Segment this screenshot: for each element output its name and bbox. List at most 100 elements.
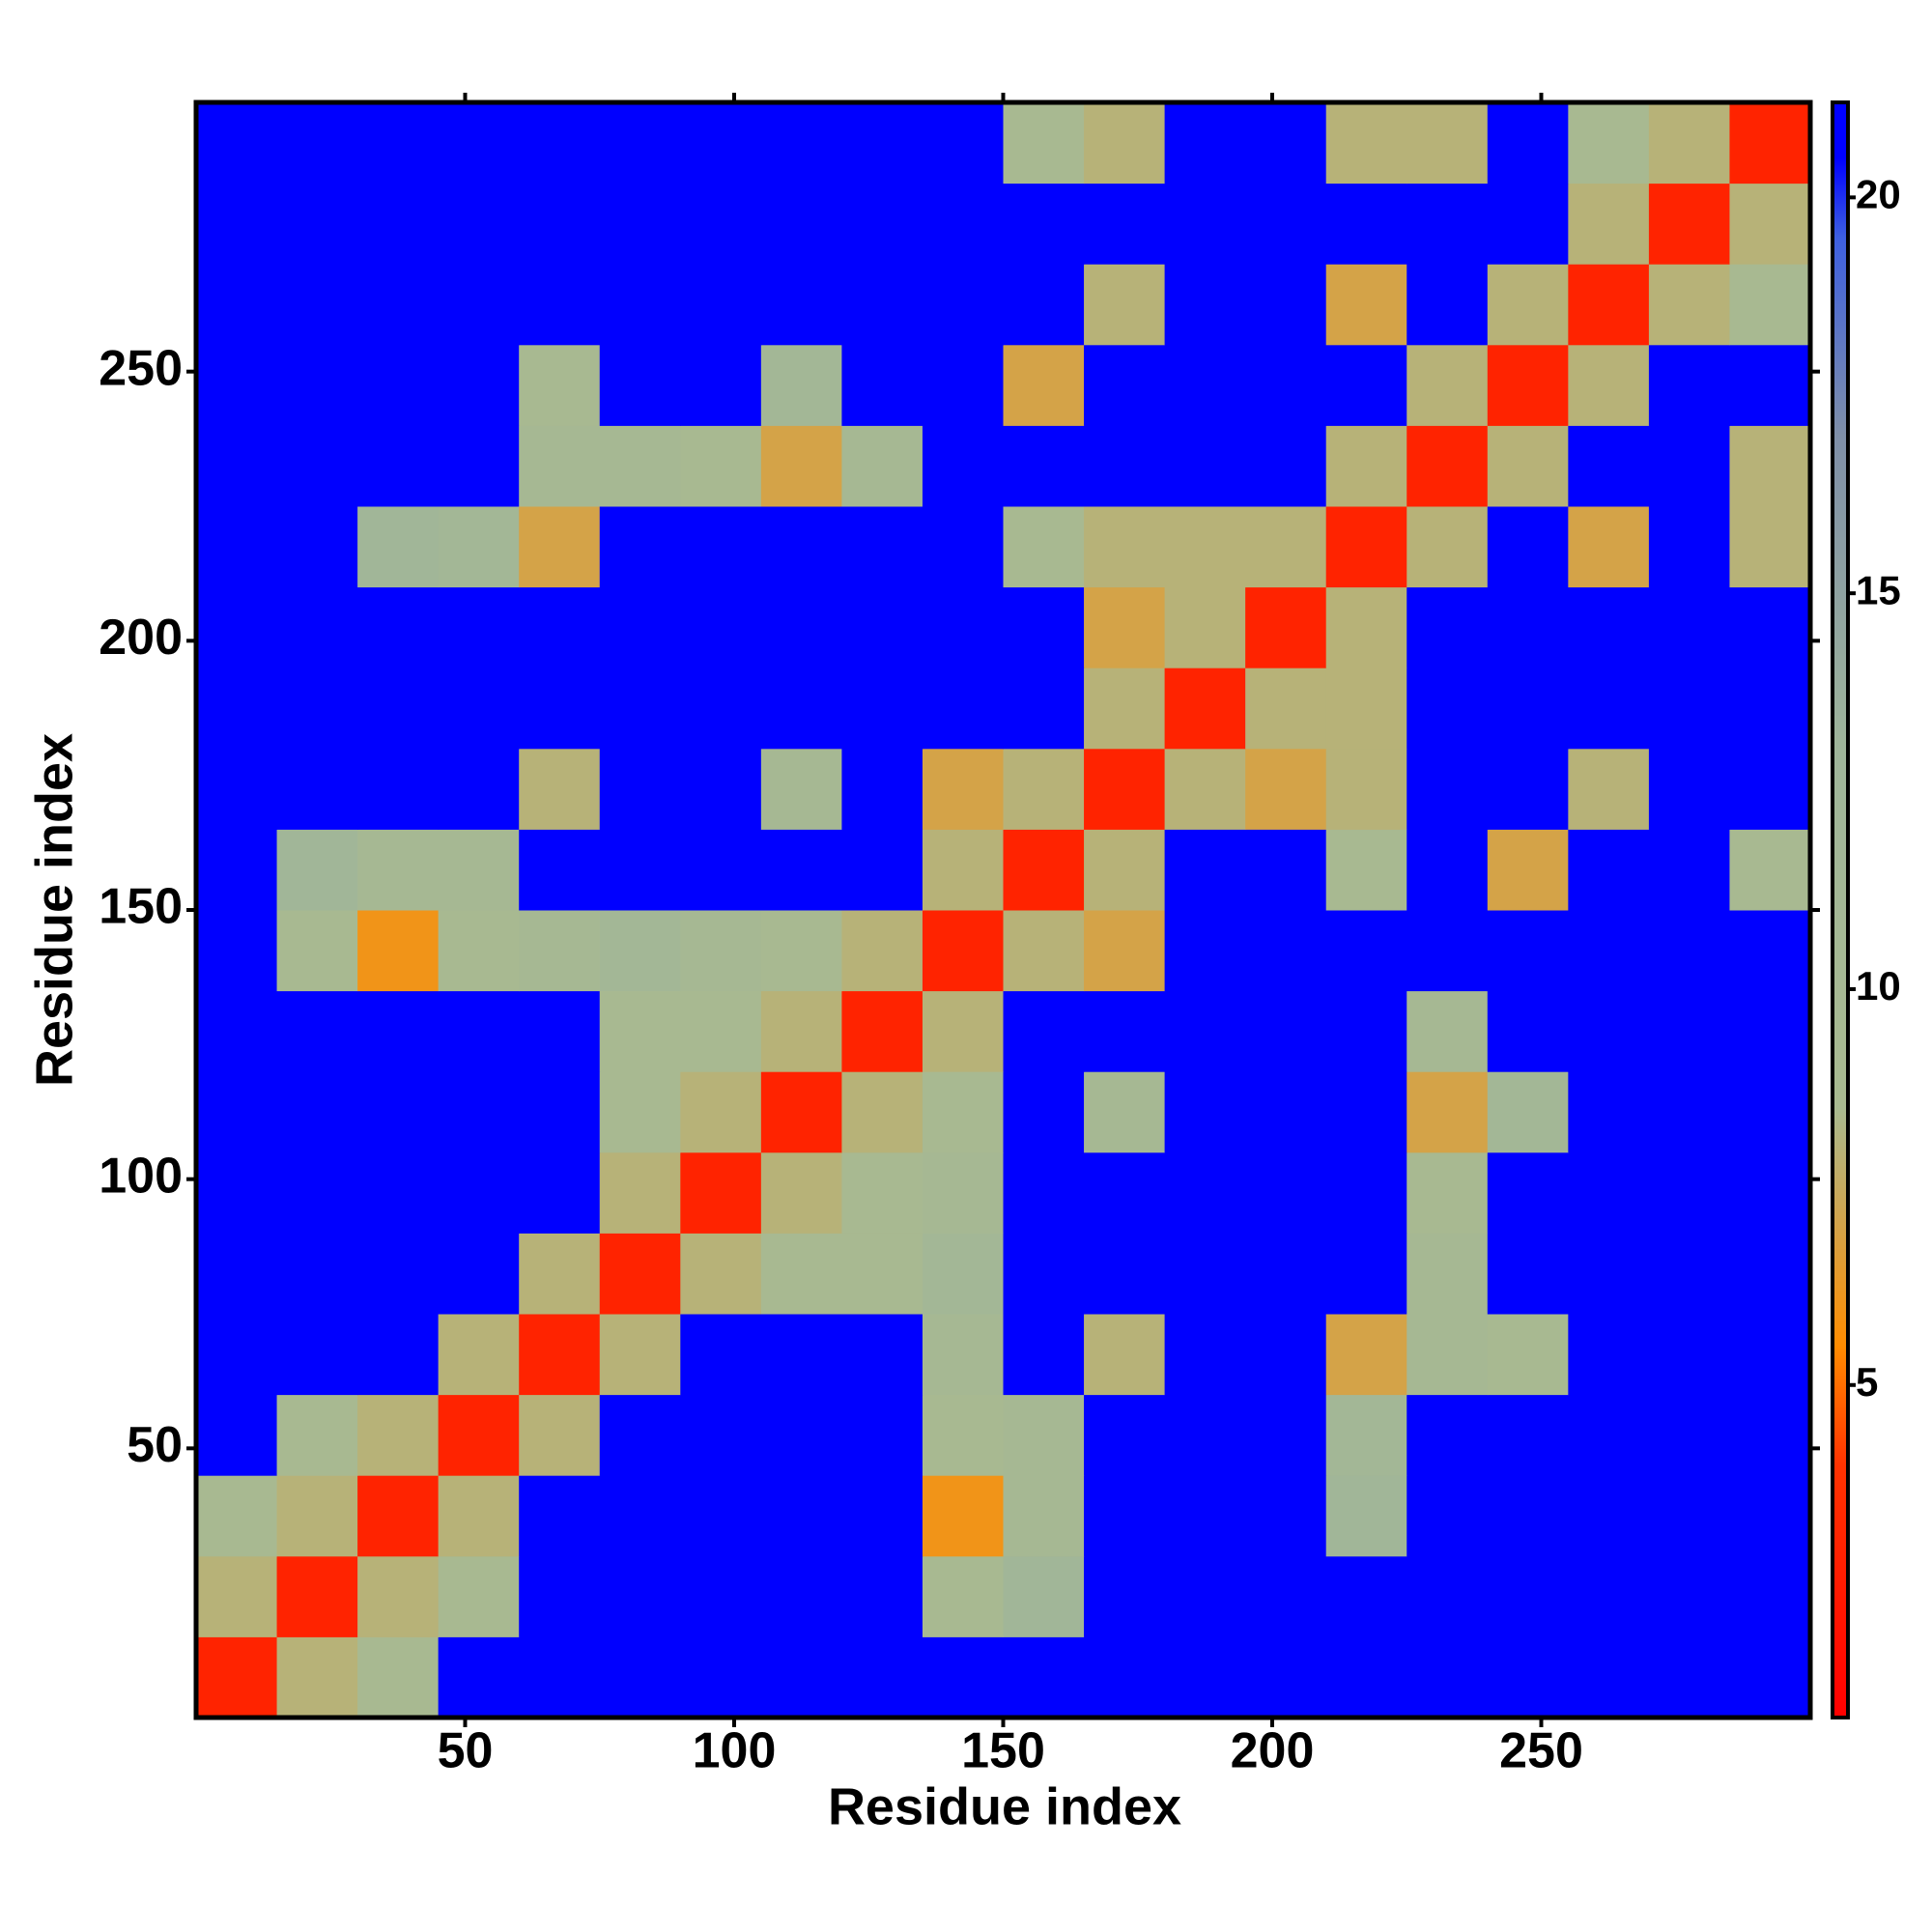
heatmap-cell bbox=[680, 425, 762, 507]
colorbar-segment bbox=[1833, 237, 1848, 436]
heatmap-cell bbox=[1487, 1394, 1569, 1476]
heatmap-cell bbox=[519, 1071, 601, 1153]
heatmap-cell bbox=[599, 183, 681, 265]
heatmap-cell bbox=[1245, 1071, 1327, 1153]
heatmap-cell bbox=[1406, 425, 1489, 507]
heatmap-cell bbox=[1568, 1233, 1650, 1315]
heatmap-cell bbox=[1245, 1314, 1327, 1396]
heatmap-cell bbox=[680, 183, 762, 265]
heatmap-cell bbox=[276, 1636, 358, 1719]
heatmap-cell bbox=[1164, 102, 1246, 185]
heatmap-cell bbox=[438, 1475, 520, 1557]
heatmap-cell bbox=[1084, 1314, 1166, 1396]
colorbar-segment bbox=[1833, 1345, 1848, 1465]
heatmap-cell bbox=[357, 586, 440, 668]
y-tick-label: 150 bbox=[99, 879, 183, 935]
heatmap-cell bbox=[1164, 748, 1246, 830]
heatmap-cell bbox=[1406, 183, 1489, 265]
heatmap-cell bbox=[196, 506, 278, 588]
heatmap-cell bbox=[1729, 1475, 1811, 1557]
heatmap-cell bbox=[760, 506, 842, 588]
heatmap-cell bbox=[599, 344, 681, 426]
heatmap-cell bbox=[922, 1394, 1004, 1476]
heatmap-cell bbox=[1164, 829, 1246, 911]
heatmap-cell bbox=[357, 829, 440, 911]
heatmap-cell bbox=[1084, 264, 1166, 346]
heatmap-cell bbox=[196, 668, 278, 750]
heatmap-cell bbox=[438, 264, 520, 346]
heatmap-cell bbox=[438, 1233, 520, 1315]
heatmap-cell bbox=[1406, 1636, 1489, 1719]
heatmap-cell bbox=[1084, 748, 1166, 830]
heatmap-cell bbox=[1729, 829, 1811, 911]
colorbar-tick-label: 20 bbox=[1856, 171, 1901, 216]
heatmap-cell bbox=[1325, 264, 1407, 346]
heatmap-cell bbox=[1568, 990, 1650, 1072]
heatmap-cell bbox=[1164, 668, 1246, 750]
heatmap-cell bbox=[1487, 748, 1569, 830]
heatmap-cell bbox=[841, 425, 923, 507]
heatmap-cell bbox=[1003, 1071, 1085, 1153]
heatmap-cell bbox=[1325, 1151, 1407, 1234]
heatmap-cell bbox=[922, 1636, 1004, 1719]
heatmap-cell bbox=[841, 586, 923, 668]
heatmap-cell bbox=[599, 1233, 681, 1315]
heatmap-cell bbox=[438, 1555, 520, 1637]
heatmap-cell bbox=[1487, 1555, 1569, 1637]
heatmap-cell bbox=[196, 748, 278, 830]
heatmap-cell bbox=[599, 668, 681, 750]
heatmap-cell bbox=[519, 990, 601, 1072]
heatmap-cell bbox=[599, 1475, 681, 1557]
x-tick-label: 250 bbox=[1499, 1723, 1583, 1779]
heatmap-cell bbox=[1729, 344, 1811, 426]
heatmap-cell bbox=[1568, 1071, 1650, 1153]
heatmap-cell bbox=[1003, 829, 1085, 911]
heatmap-cell bbox=[1325, 1233, 1407, 1315]
heatmap-cell bbox=[1003, 1636, 1085, 1719]
heatmap-cell bbox=[276, 748, 358, 830]
heatmap-cell bbox=[1325, 183, 1407, 265]
heatmap-cell bbox=[1245, 1475, 1327, 1557]
heatmap-cell bbox=[1406, 102, 1489, 185]
heatmap-cell bbox=[438, 829, 520, 911]
heatmap-cell bbox=[1325, 910, 1407, 992]
heatmap-cell bbox=[1406, 990, 1489, 1072]
heatmap-cell bbox=[1648, 506, 1730, 588]
heatmap-cell bbox=[1245, 1151, 1327, 1234]
heatmap-cell bbox=[599, 1314, 681, 1396]
heatmap-cell bbox=[599, 1636, 681, 1719]
heatmap-cell bbox=[1084, 344, 1166, 426]
heatmap-cell bbox=[1648, 183, 1730, 265]
heatmap-cell bbox=[276, 829, 358, 911]
heatmap-cell bbox=[1568, 183, 1650, 265]
heatmap-cell bbox=[1406, 910, 1489, 992]
heatmap-cell bbox=[1084, 506, 1166, 588]
heatmap-cell bbox=[1729, 425, 1811, 507]
heatmap-cell bbox=[1003, 425, 1085, 507]
heatmap-cell bbox=[1648, 1071, 1730, 1153]
heatmap-cell bbox=[1729, 1151, 1811, 1234]
heatmap-cell bbox=[1406, 1233, 1489, 1315]
heatmap-cell bbox=[922, 586, 1004, 668]
heatmap-cell bbox=[680, 264, 762, 346]
heatmap-cell bbox=[1003, 183, 1085, 265]
heatmap-cell bbox=[276, 1151, 358, 1234]
heatmap-cell bbox=[519, 1233, 601, 1315]
heatmap-cell bbox=[196, 264, 278, 346]
colorbar-tick-label: 5 bbox=[1856, 1359, 1878, 1405]
heatmap-cell bbox=[438, 668, 520, 750]
heatmap-cell bbox=[760, 748, 842, 830]
heatmap-cell bbox=[599, 506, 681, 588]
heatmap-cell bbox=[1245, 102, 1327, 185]
heatmap-cell bbox=[1729, 264, 1811, 346]
heatmap-cell bbox=[1164, 1233, 1246, 1315]
heatmap-cell bbox=[276, 1555, 358, 1637]
y-tick-label: 50 bbox=[127, 1417, 183, 1473]
heatmap-cell bbox=[1568, 1555, 1650, 1637]
heatmap-cell bbox=[922, 1233, 1004, 1315]
heatmap-cell bbox=[1487, 183, 1569, 265]
heatmap-cell bbox=[357, 1555, 440, 1637]
heatmap-cell bbox=[1487, 1636, 1569, 1719]
heatmap-cell bbox=[1084, 910, 1166, 992]
